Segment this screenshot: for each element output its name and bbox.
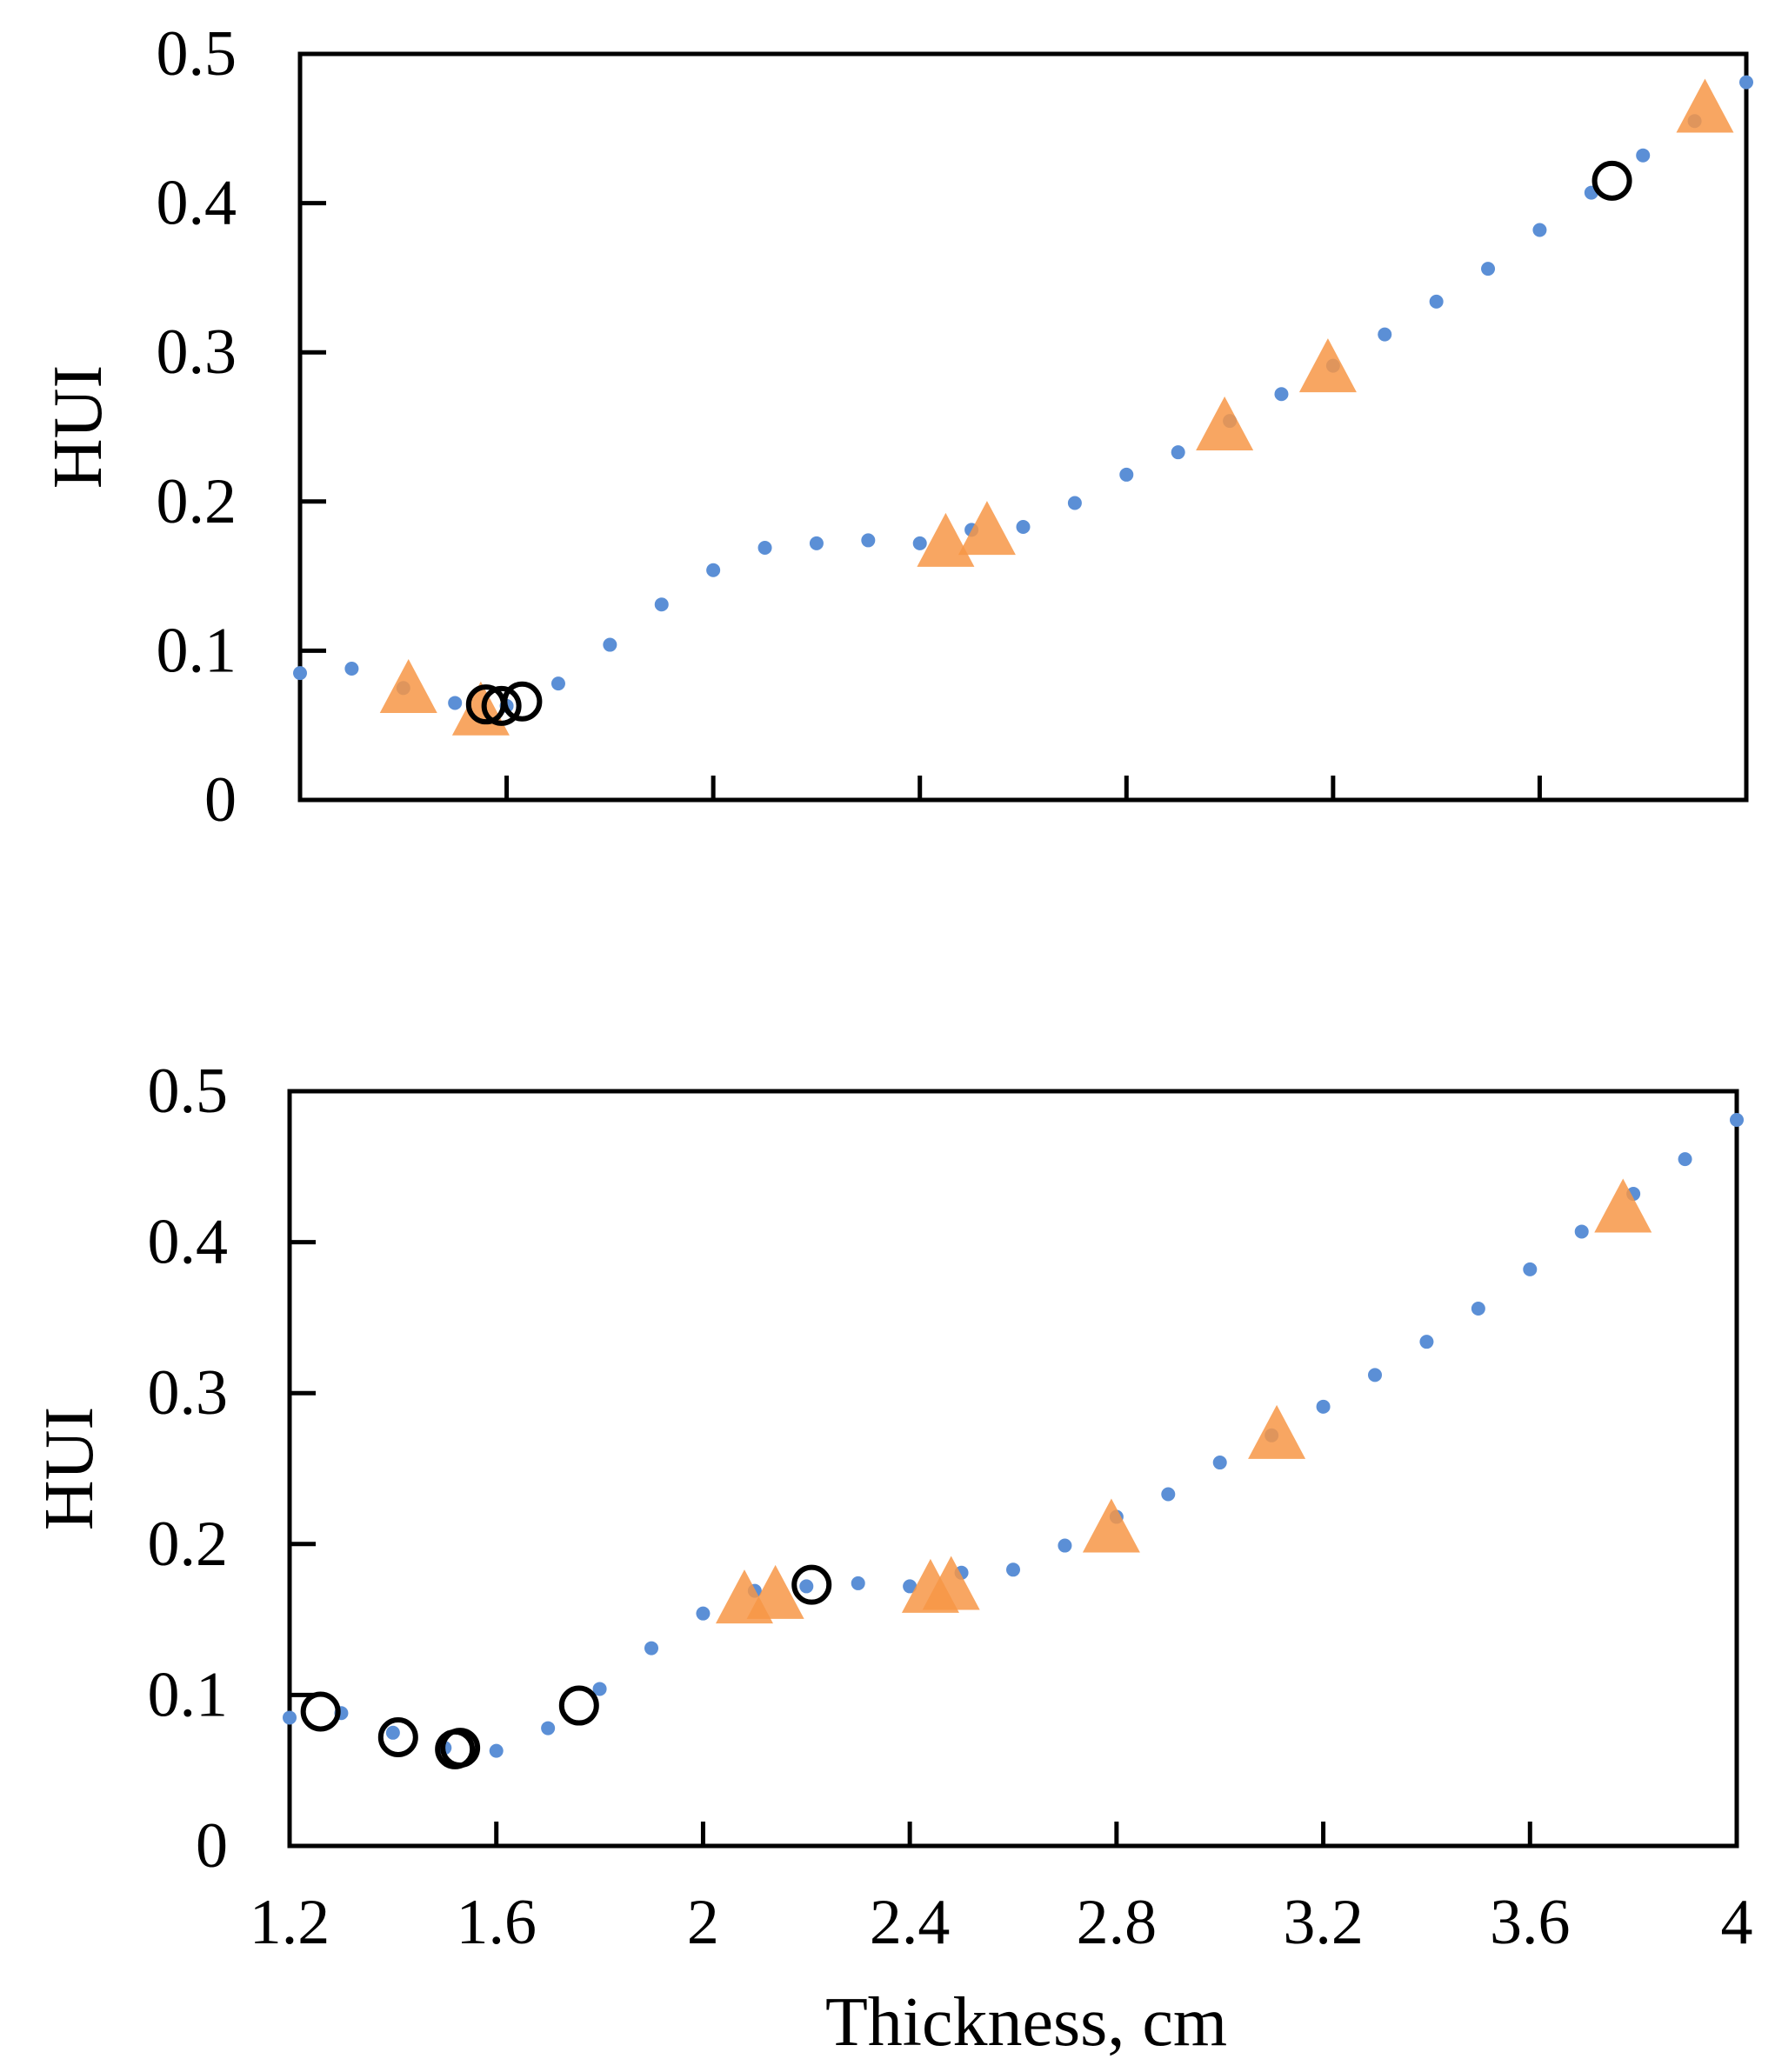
triangle-point [922,1556,980,1610]
chart-top: 0 0.1 0.2 0.3 0.4 0.5 HUI [40,18,1753,836]
circle-point [791,1564,832,1605]
y-tick-label: 0.1 [157,615,237,686]
y-axis-title: HUI [31,1407,108,1530]
x-tick-label: 3.6 [1490,1887,1571,1958]
x-tick-label: 4 [1721,1887,1753,1958]
x-tick-label: 1.6 [456,1887,537,1958]
circle-point [481,685,522,726]
model-point [696,1606,711,1621]
series-triangles [379,78,1734,736]
y-tick-label: 0.1 [148,1659,229,1730]
model-point [809,536,824,550]
y-tick-label: 0.5 [148,1056,229,1127]
circle-point [1591,160,1632,201]
y-tick-label: 0.3 [148,1357,229,1429]
model-point [344,661,359,676]
x-axis-title: Thickness, cm [825,1984,1227,2061]
triangle-point [1676,78,1734,133]
model-point [1067,496,1082,510]
x-tick-label: 3.2 [1283,1887,1364,1958]
series-circles [465,160,1632,726]
x-tick-label: 2.8 [1077,1887,1158,1958]
y-tick-label: 0.4 [157,168,237,239]
model-point [1161,1487,1176,1502]
y-tick-label: 0.2 [148,1509,229,1580]
model-point [1471,1301,1485,1316]
model-point [757,540,772,555]
model-point [912,536,927,550]
model-point [1378,327,1392,342]
model-point [1171,445,1185,460]
model-point [1058,1538,1072,1553]
series-model [283,1112,1744,1758]
model-point [706,563,721,577]
model-point [1678,1152,1692,1167]
series-circles [300,1564,832,1769]
plot-frame [287,1089,1739,1849]
triangle-point [958,501,1016,556]
series-triangles [715,1178,1652,1624]
model-point [1636,148,1651,163]
model-point [1419,1335,1434,1349]
model-point [1574,1224,1589,1239]
model-point [551,676,565,691]
model-point [293,666,307,681]
triangle-point [746,1564,804,1619]
y-tick-label: 0.3 [157,316,237,388]
model-point [1739,75,1753,90]
plot-frame [297,51,1749,803]
series-model [293,75,1753,713]
model-point [385,1725,400,1740]
x-tick-label: 1.2 [250,1887,330,1958]
y-tick-label: 0.4 [148,1207,229,1278]
model-point [1212,1456,1227,1470]
x-tick-label: 2.4 [870,1887,951,1958]
model-point [1730,1112,1744,1127]
model-point [1274,387,1289,402]
model-point [448,696,463,710]
circle-point [440,1728,481,1769]
model-point [592,1682,607,1696]
model-point [603,637,617,652]
triangle-point [1298,338,1357,393]
y-tick-label: 0.2 [157,466,237,537]
x-tick-label: 2 [687,1887,719,1958]
y-tick-label: 0 [204,764,237,836]
y-tick-label: 0 [196,1810,228,1882]
model-point [1119,467,1134,482]
triangle-point [1082,1498,1140,1553]
model-point [1532,223,1547,237]
circle-point [558,1685,599,1726]
model-point [1523,1262,1538,1276]
triangle-point [379,659,437,714]
model-point [799,1579,814,1594]
circle-point [377,1717,418,1758]
model-point [489,1743,504,1758]
model-point [1368,1368,1382,1382]
model-point [1429,294,1444,309]
circle-point [300,1691,341,1732]
triangle-point [1594,1178,1652,1233]
y-tick-label: 0.5 [157,18,237,90]
model-point [851,1576,865,1590]
model-point [861,533,876,548]
triangle-point [1196,396,1254,450]
model-point [644,1641,658,1656]
model-point [1006,1562,1020,1577]
y-axis-title: HUI [40,365,117,489]
chart-bottom: 0 0.1 0.2 0.3 0.4 0.5 1.2 1.6 2 2.4 2.8 3.2 3.6 4 HUI T… [31,1056,1753,2061]
model-point [1016,519,1031,534]
model-point [283,1710,297,1725]
model-point [1481,262,1496,276]
triangle-point [1248,1404,1306,1459]
model-point [1316,1399,1331,1414]
model-point [903,1579,918,1594]
circle-point [502,681,543,722]
model-point [654,597,669,612]
model-point [541,1721,556,1736]
